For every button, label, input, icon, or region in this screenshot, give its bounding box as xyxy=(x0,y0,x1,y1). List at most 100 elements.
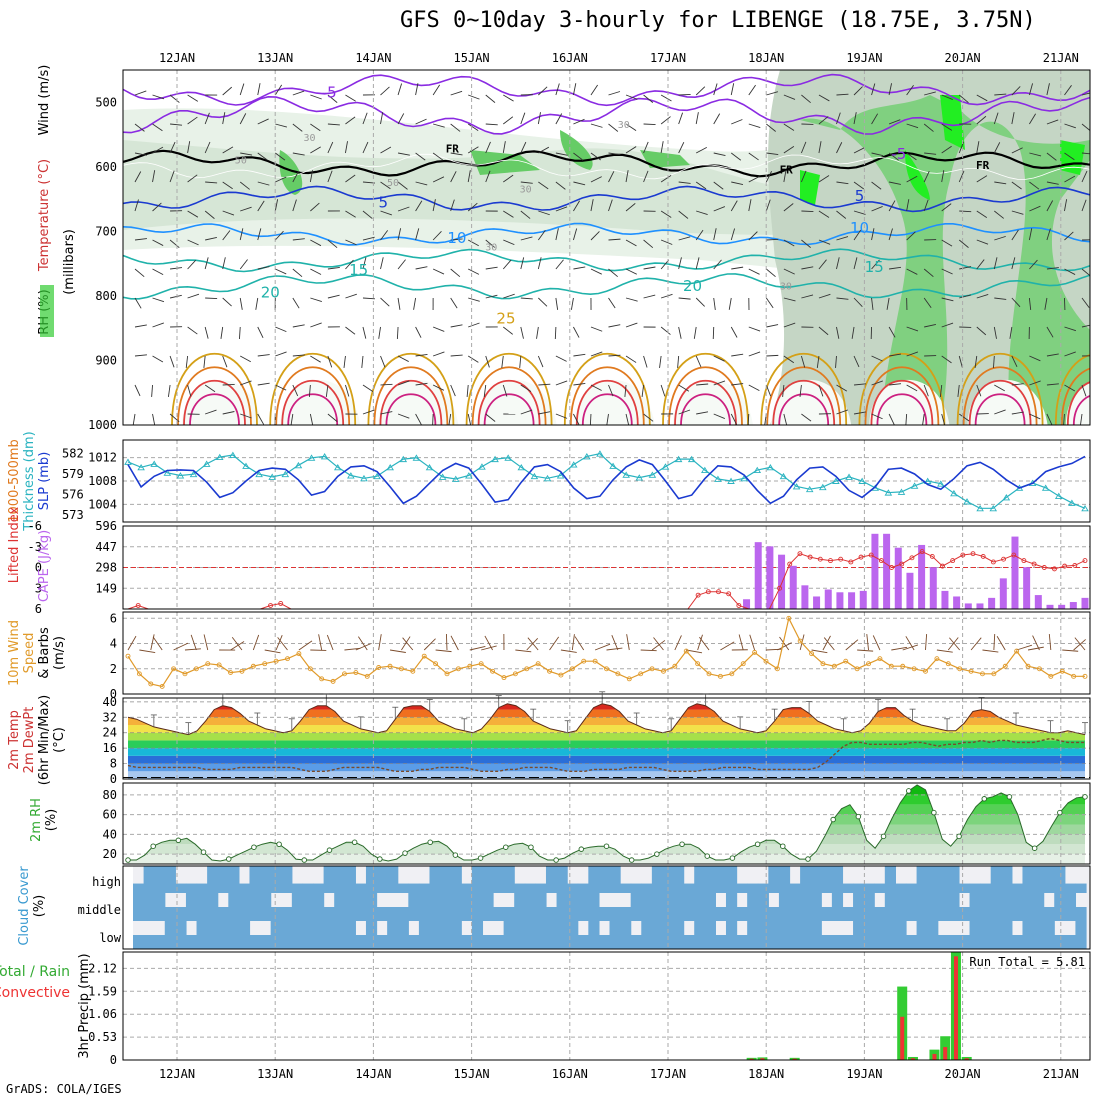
wind-barb xyxy=(728,297,732,310)
wind-barb xyxy=(432,231,442,241)
wind-barb xyxy=(240,206,252,212)
li-marker xyxy=(1062,563,1068,569)
wind-barb xyxy=(713,181,724,190)
wind-barb xyxy=(450,238,463,241)
thickness-marker xyxy=(622,471,630,478)
warm-contour xyxy=(778,393,830,425)
thickness-marker xyxy=(491,455,499,463)
precip-convective-bar xyxy=(953,956,958,1060)
cape-bar xyxy=(824,589,832,609)
temp-tick: 40 xyxy=(103,695,117,709)
wind-speed-marker xyxy=(558,672,564,678)
wind-barb xyxy=(713,113,721,125)
profile-ylabel: Wind (m/s) xyxy=(37,65,52,136)
wind-speed-marker xyxy=(911,666,917,672)
wind-barb xyxy=(976,326,987,336)
warm-contour xyxy=(1060,367,1090,425)
wind-barb xyxy=(660,384,666,397)
wind-barb-10m xyxy=(845,639,859,651)
wind-speed-marker xyxy=(250,663,256,669)
cloud-cell xyxy=(493,935,505,949)
cloud-cell xyxy=(704,921,716,949)
wind-barb xyxy=(169,413,180,423)
wind-speed-marker xyxy=(398,666,404,672)
precip-convective-bar xyxy=(760,1058,765,1060)
cloud-cell xyxy=(1064,893,1077,921)
wind-barb-10m xyxy=(1073,639,1086,651)
thickness-marker xyxy=(478,463,486,470)
wind-barb xyxy=(380,383,393,386)
warm-contour xyxy=(385,393,437,425)
wind-barb xyxy=(888,326,896,338)
cloud-cell xyxy=(768,921,780,949)
wind-barb xyxy=(906,326,919,332)
cloud-cell xyxy=(238,893,251,921)
wind-speed-marker xyxy=(569,666,575,672)
warm-contour xyxy=(956,353,1044,425)
wind-barb xyxy=(889,266,902,270)
wind-barb xyxy=(415,354,428,357)
wind-barb xyxy=(275,152,286,161)
wind-speed-marker xyxy=(467,663,473,669)
wind-barb xyxy=(836,326,840,339)
wind-barb xyxy=(520,181,533,184)
wind-barb xyxy=(310,268,322,275)
cloud-cell xyxy=(662,866,674,893)
wind-barb xyxy=(801,266,814,270)
warm-contour xyxy=(367,353,455,425)
wind-speed-marker xyxy=(524,666,530,672)
wind-speed-marker xyxy=(683,648,689,654)
wind-barb xyxy=(590,326,603,332)
wind-barb xyxy=(976,239,989,245)
wind-barb xyxy=(555,228,559,241)
cloud-cell xyxy=(884,866,896,893)
wind-barb xyxy=(974,355,978,368)
rh-diurnal xyxy=(476,379,557,425)
wind-barb xyxy=(922,413,925,425)
wind-barb xyxy=(783,146,795,154)
wind-barb xyxy=(573,353,586,357)
cloud-cell xyxy=(270,921,282,949)
wind-barb xyxy=(310,123,321,132)
wind-barb xyxy=(783,94,796,100)
warm-contour xyxy=(477,379,541,425)
wind-barb xyxy=(677,355,680,368)
wind-barb-10m xyxy=(857,649,874,652)
wind-barb-10m xyxy=(606,647,623,651)
wind-barb xyxy=(345,293,357,299)
profile-fill xyxy=(123,70,1090,425)
cloud-cell xyxy=(313,883,325,893)
wind-barb xyxy=(906,384,918,392)
li-marker xyxy=(268,603,273,608)
wind-barb xyxy=(187,174,198,183)
wind-barb xyxy=(1064,152,1075,161)
wind-barb xyxy=(625,203,636,212)
wind-barb xyxy=(976,210,988,218)
cloud-cell xyxy=(821,866,833,893)
wind-barb xyxy=(240,380,252,386)
wind-speed-marker xyxy=(193,666,199,672)
wind-barb xyxy=(1011,257,1016,270)
wind-barb xyxy=(731,383,744,386)
rh-marker xyxy=(553,857,559,863)
wind-barb xyxy=(292,384,299,397)
cloud-cell xyxy=(175,921,187,949)
cloud-cell xyxy=(630,883,642,893)
wind-barb xyxy=(380,411,393,415)
wind-barb xyxy=(537,112,541,125)
wind-barb xyxy=(713,228,717,241)
wind-barb xyxy=(134,123,145,132)
wind-barb xyxy=(1011,112,1015,125)
wind-barb xyxy=(853,229,862,241)
wind-barb xyxy=(799,384,802,397)
thickness-marker xyxy=(596,450,604,457)
cloud-cell xyxy=(948,893,960,921)
wind-barb xyxy=(397,259,406,270)
cape-frame xyxy=(122,525,1091,610)
cape-bar xyxy=(964,603,972,609)
wind-barb xyxy=(520,236,533,241)
wind-barb xyxy=(380,257,384,270)
wind-barb xyxy=(570,297,574,310)
wind-barb xyxy=(538,181,549,190)
wind-barb xyxy=(590,123,603,128)
